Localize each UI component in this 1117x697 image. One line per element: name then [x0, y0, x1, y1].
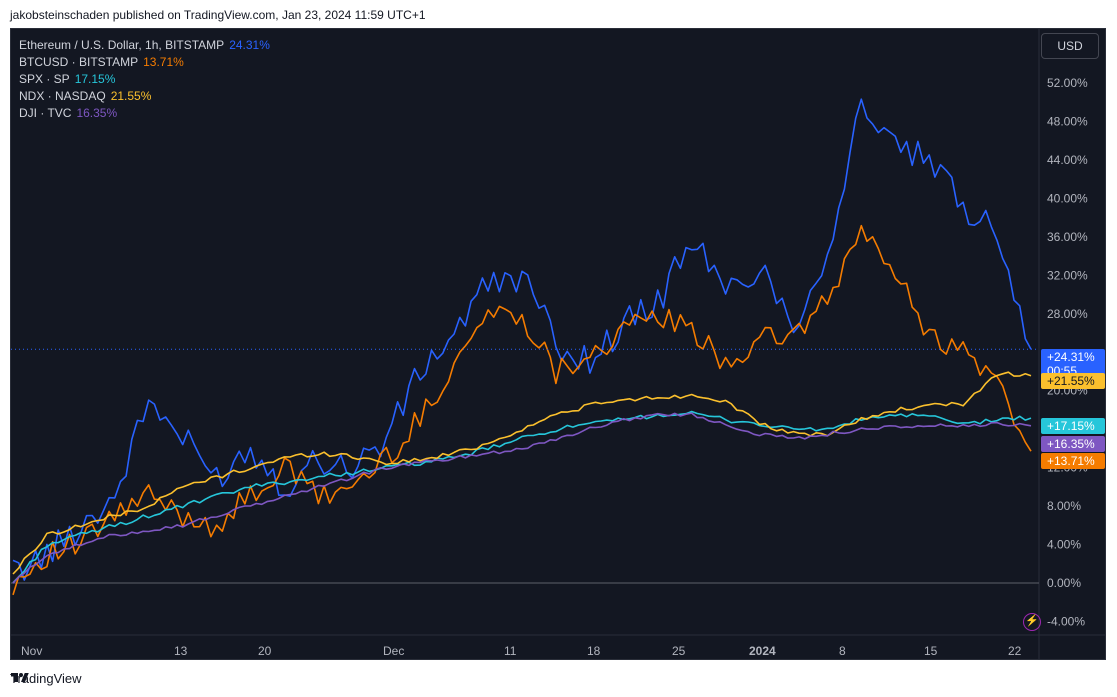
x-tick-label: 18 — [587, 644, 601, 658]
x-tick-label: 13 — [174, 644, 188, 658]
currency-button[interactable]: USD — [1041, 33, 1099, 59]
legend-entry[interactable]: Ethereum / U.S. Dollar, 1h, BITSTAMP 24.3… — [19, 37, 270, 54]
series-line — [12, 98, 1032, 581]
legend-name: Ethereum / U.S. Dollar, 1h, BITSTAMP — [19, 38, 225, 52]
chart-legend: Ethereum / U.S. Dollar, 1h, BITSTAMP 24.3… — [19, 37, 270, 122]
legend-entry[interactable]: DJI · TVC 16.35% — [19, 105, 270, 122]
end-value-label: +24.31% — [1047, 350, 1095, 364]
footer: TradingView — [10, 671, 82, 686]
series-line — [12, 410, 1032, 584]
end-value-badge — [1041, 453, 1105, 469]
series-line — [12, 412, 1032, 584]
y-tick-label: 0.00% — [1047, 576, 1081, 590]
end-value-label: +21.55% — [1047, 374, 1095, 388]
x-tick-label: Dec — [383, 644, 404, 658]
y-tick-label: 40.00% — [1047, 191, 1088, 205]
legend-entry[interactable]: SPX · SP 17.15% — [19, 71, 270, 88]
y-tick-label: -4.00% — [1047, 614, 1085, 628]
legend-entry[interactable]: BTCUSD · BITSTAMP 13.71% — [19, 54, 270, 71]
lightning-icon[interactable]: ⚡ — [1023, 613, 1041, 631]
tradingview-logo-icon — [11, 673, 29, 682]
legend-value: 17.15% — [74, 72, 116, 86]
x-tick-label: 22 — [1008, 644, 1022, 658]
y-tick-label: 36.00% — [1047, 230, 1088, 244]
x-tick-label: 11 — [504, 644, 517, 658]
series-line — [12, 371, 1032, 575]
end-value-label: +17.15% — [1047, 419, 1095, 433]
end-value-label: +13.71% — [1047, 454, 1095, 468]
chart-svg: 52.00% 48.00% 44.00% 40.00% 36.00% 32.00% 28.0… — [11, 29, 1105, 659]
legend-name: SPX · SP — [19, 72, 70, 86]
legend-value: 21.55% — [110, 89, 152, 103]
legend-name: BTCUSD · BITSTAMP — [19, 55, 139, 69]
series-line — [12, 224, 1032, 596]
end-value-label: +16.35% — [1047, 437, 1095, 451]
x-tick-label: 25 — [672, 644, 686, 658]
legend-entry[interactable]: NDX · NASDAQ 21.55% — [19, 88, 270, 105]
legend-value: 16.35% — [76, 106, 118, 120]
y-tick-label: 4.00% — [1047, 538, 1081, 552]
x-tick-label: Nov — [21, 644, 42, 658]
legend-value: 13.71% — [143, 55, 184, 69]
y-tick-label: 32.00% — [1047, 268, 1088, 282]
legend-value: 24.31% — [229, 38, 270, 52]
chart-frame: 52.00% 48.00% 44.00% 40.00% 36.00% 32.00% 28.0… — [10, 28, 1106, 660]
published-note: jakobsteinschaden published on TradingVi… — [10, 8, 426, 22]
end-value-badge — [1041, 418, 1105, 434]
y-tick-label: 28.00% — [1047, 307, 1088, 321]
x-tick-label: 8 — [839, 644, 846, 658]
end-value-badge — [1041, 373, 1105, 389]
x-tick-label: 15 — [924, 644, 938, 658]
legend-name: NDX · NASDAQ — [19, 89, 106, 103]
end-value-badge — [1041, 349, 1105, 379]
x-tick-label: 2024 — [749, 644, 776, 658]
y-tick-label: 52.00% — [1047, 76, 1088, 90]
y-tick-label: 48.00% — [1047, 114, 1088, 128]
y-tick-label: 8.00% — [1047, 499, 1081, 513]
y-tick-label: 44.00% — [1047, 153, 1088, 167]
end-value-badge — [1041, 436, 1105, 452]
legend-name: DJI · TVC — [19, 106, 72, 120]
x-tick-label: 20 — [258, 644, 272, 658]
